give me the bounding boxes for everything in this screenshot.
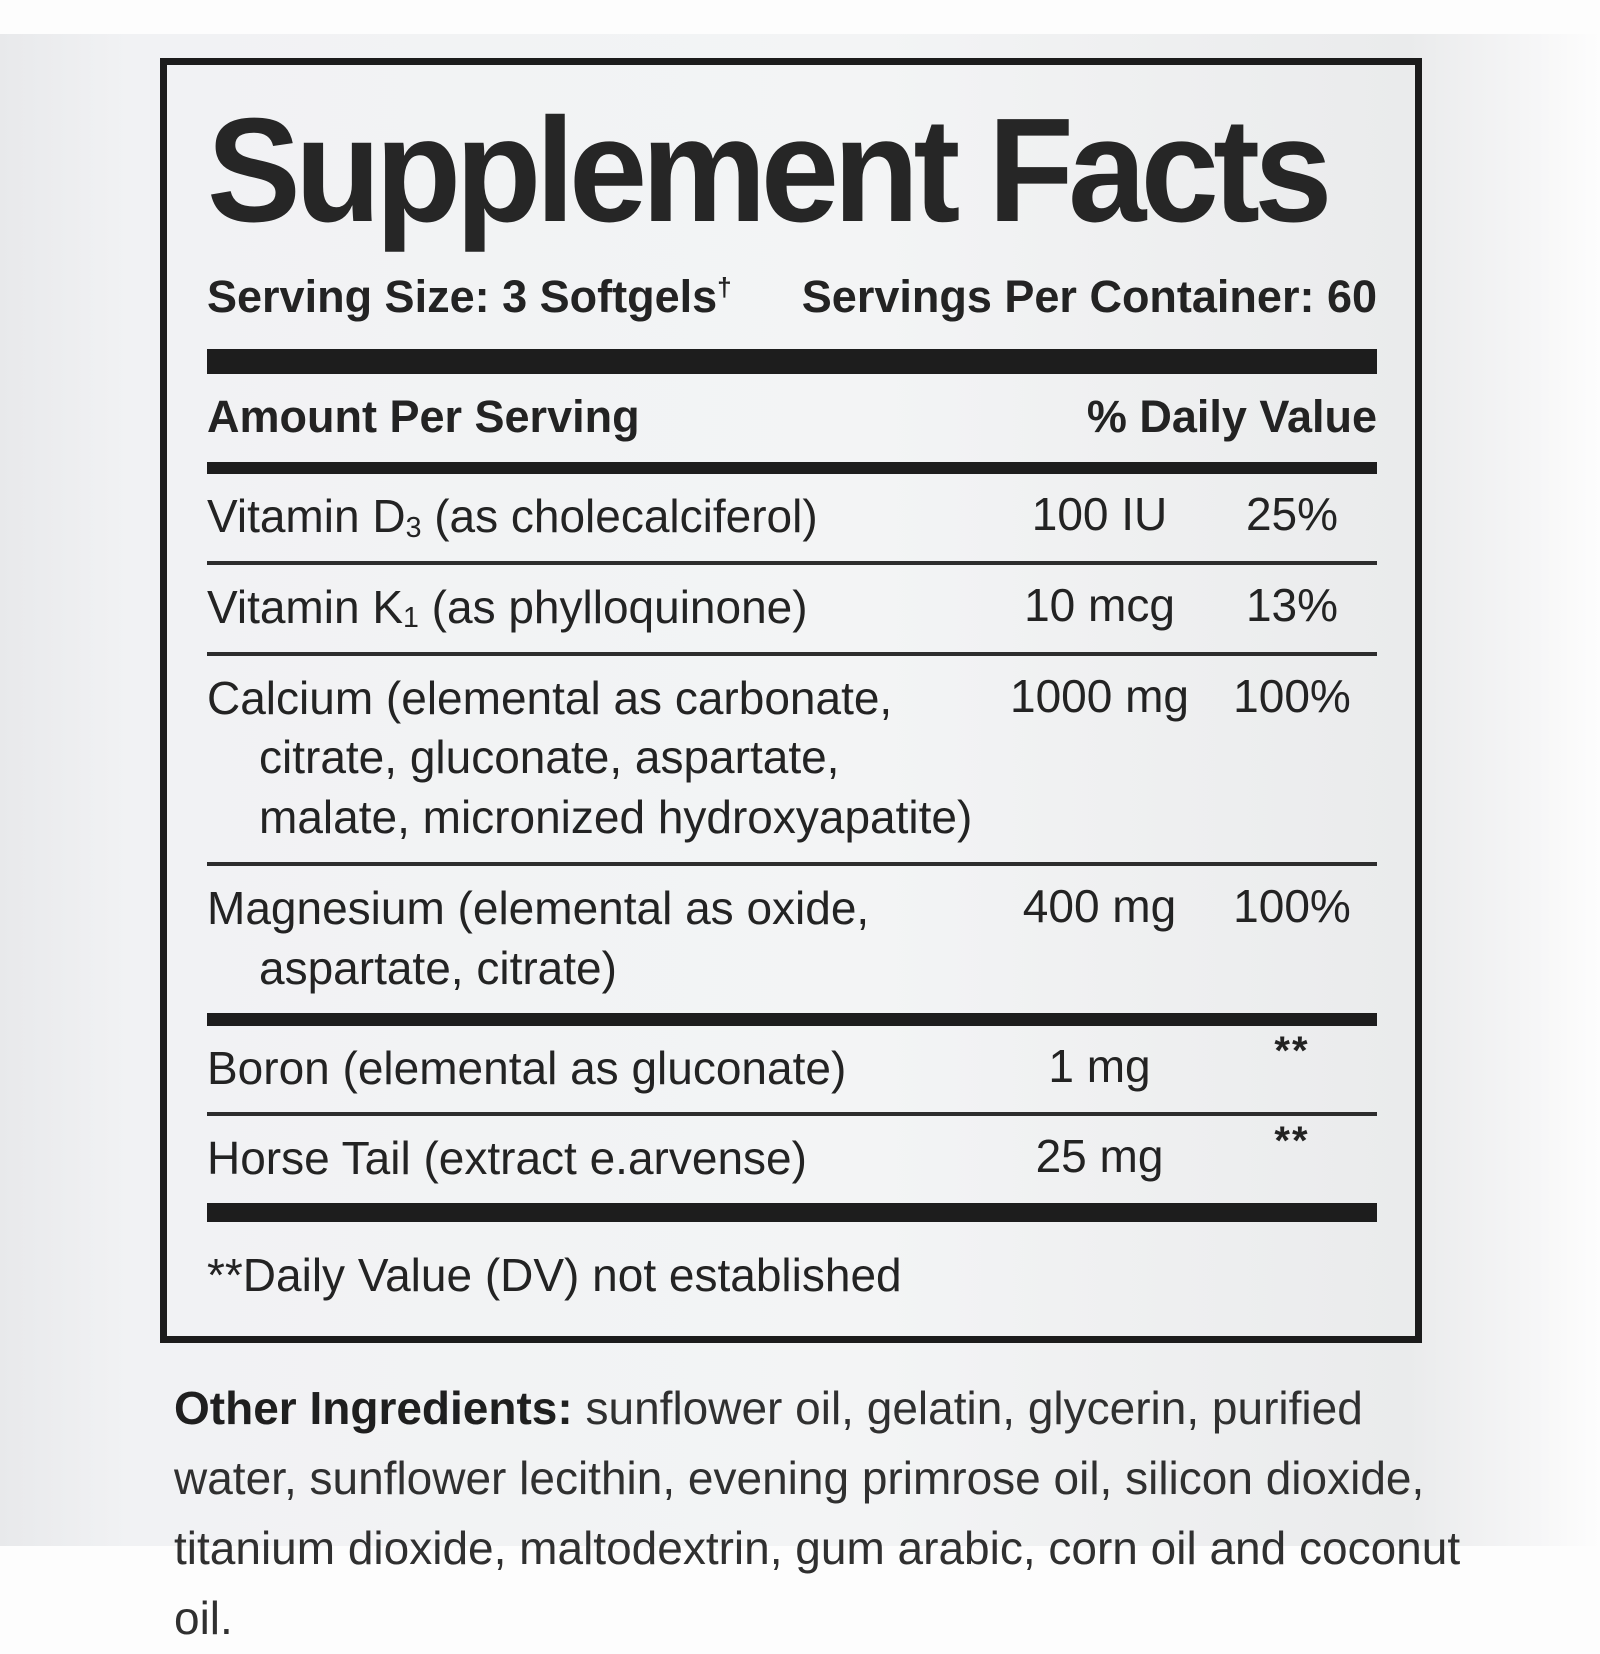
divider-thick-bottom (207, 1203, 1377, 1223)
nutrient-rows-group-1: Vitamin D3 (as cholecalciferol) 100 IU 2… (207, 474, 1377, 1013)
nutrient-row-horse-tail: Horse Tail (extract e.arvense) 25 mg ** (207, 1112, 1377, 1203)
nutrient-daily-value: 100% (1233, 879, 1351, 932)
nutrient-row-vitamin-k1: Vitamin K1 (as phylloquinone) 10 mcg 13% (207, 560, 1377, 652)
divider-medium-mid (207, 1012, 1377, 1026)
nutrient-name: Magnesium (elemental as oxide, aspartate… (207, 881, 870, 994)
nutrient-name: Vitamin D3 (as cholecalciferol) (207, 490, 818, 544)
dagger-symbol: † (717, 272, 732, 302)
supplement-facts-panel: Supplement Facts Serving Size: 3 Softgel… (160, 58, 1422, 1344)
nutrient-name: Horse Tail (extract e.arvense) (207, 1132, 807, 1185)
nutrient-daily-value: 13% (1245, 578, 1339, 631)
subscript: 3 (405, 511, 422, 544)
serving-size: Serving Size: 3 Softgels† (207, 271, 732, 322)
nutrient-rows-group-2: Boron (elemental as gluconate) 1 mg ** H… (207, 1026, 1377, 1204)
nutrient-daily-value: 100% (1233, 669, 1351, 722)
nutrient-name: Vitamin K1 (as phylloquinone) (207, 580, 808, 635)
nutrient-row-boron: Boron (elemental as gluconate) 1 mg ** (207, 1026, 1377, 1113)
nutrient-amount: 10 mcg (1024, 578, 1175, 631)
nutrient-name: Calcium (elemental as carbonate, citrate… (207, 671, 973, 844)
nutrient-row-magnesium: Magnesium (elemental as oxide, aspartate… (207, 861, 1377, 1013)
subscript: 1 (403, 602, 419, 635)
nutrient-amount: 1 mg (1048, 1039, 1151, 1092)
nutrient-amount: 1000 mg (1009, 669, 1189, 722)
panel-title: Supplement Facts (207, 88, 1332, 253)
servings-per-container: Servings Per Container: 60 (801, 271, 1377, 322)
column-header-row: Amount Per Serving % Daily Value (207, 374, 1377, 462)
nutrient-name: Boron (elemental as gluconate) (207, 1041, 847, 1094)
nutrient-row-vitamin-d3: Vitamin D3 (as cholecalciferol) 100 IU 2… (207, 474, 1377, 561)
nutrient-amount: 25 mg (1035, 1130, 1164, 1183)
bottle-label-background (0, 34, 1600, 1546)
nutrient-daily-value: 25% (1245, 488, 1339, 540)
nutrient-daily-value-stars: ** (1274, 1119, 1310, 1164)
nutrient-amount: 400 mg (1022, 879, 1177, 932)
divider-thick-top (207, 349, 1377, 374)
daily-value-header: % Daily Value (1086, 391, 1377, 442)
other-ingredients: Other Ingredients: sunflower oil, gelati… (174, 1374, 1466, 1654)
serving-info-row: Serving Size: 3 Softgels† Servings Per C… (207, 271, 1377, 323)
other-ingredients-label: Other Ingredients: (174, 1382, 573, 1434)
nutrient-row-calcium: Calcium (elemental as carbonate, citrate… (207, 651, 1377, 862)
amount-per-serving-header: Amount Per Serving (207, 391, 640, 442)
divider-medium-under-header (207, 462, 1377, 474)
daily-value-footnote: **Daily Value (DV) not established (207, 1249, 902, 1302)
nutrient-amount: 100 IU (1031, 488, 1168, 540)
nutrient-daily-value-stars: ** (1274, 1028, 1310, 1073)
